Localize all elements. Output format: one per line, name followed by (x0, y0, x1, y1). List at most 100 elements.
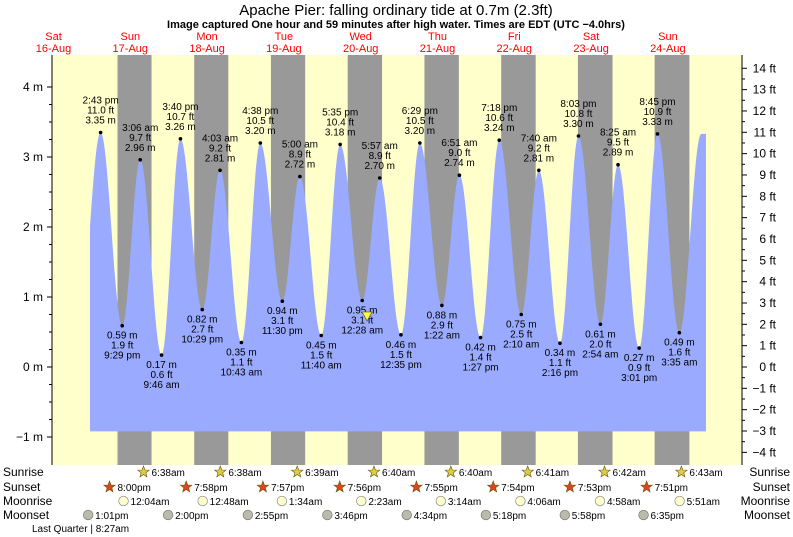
sunrise-icon (521, 465, 535, 478)
high-tide-feet: 10.5 ft (246, 116, 274, 127)
sunset-icon (640, 480, 654, 493)
low-tide-point (677, 330, 682, 335)
left-tick-label: 0 m (23, 360, 43, 374)
high-tide-feet: 11.0 ft (87, 106, 114, 117)
low-tide-meters: 0.17 m (146, 360, 177, 371)
high-tide-feet: 10.8 ft (565, 109, 593, 120)
right-tick-label: 12 ft (753, 104, 777, 118)
left-tick-label: 3 m (23, 150, 43, 164)
chart-subtitle: Image captured One hour and 59 minutes a… (167, 19, 625, 31)
moonrise-time: 2:23am (368, 497, 401, 508)
high-tide-point (655, 132, 660, 136)
low-tide-feet: 0.6 ft (150, 370, 172, 381)
date-labels: Sat16-AugSun17-AugMon18-AugTue19-AugWed2… (36, 31, 686, 55)
low-tide-point (637, 346, 641, 350)
moonrise-icon (118, 495, 129, 507)
sunrise-icon (213, 465, 227, 478)
high-tide-meters: 2.89 m (603, 148, 634, 159)
chart-title: Apache Pier: falling ordinary tide at 0.… (239, 2, 553, 19)
y-axes: 4 m 3 m 2 m 1 m 0 m −1 m 14 ft 13 ft 12 ft 11 ft 1… (16, 55, 777, 465)
low-tide-feet: 1.1 ft (230, 358, 252, 369)
sunset-icon (409, 480, 424, 493)
low-tide-point (319, 333, 324, 338)
low-tide-time: 9:46 am (143, 380, 179, 391)
moonset-time: 2:00pm (175, 511, 208, 522)
right-tick-label: 4 ft (759, 275, 776, 289)
day-of-week-label: Sun (658, 31, 678, 43)
sunset-icon (256, 480, 270, 493)
right-tick-label: −1 ft (752, 381, 776, 395)
right-tick-label: 11 ft (754, 125, 777, 139)
moonrise-time: 1:34am (289, 497, 322, 508)
high-tide-feet: 9.7 ft (129, 133, 151, 144)
high-tide-feet: 10.4 ft (326, 117, 354, 128)
low-tide-time: 2:54 am (582, 349, 618, 360)
low-tide-feet: 3.1 ft (271, 316, 293, 327)
low-tide-meters: 0.46 m (386, 340, 417, 351)
high-tide-meters: 2.81 m (205, 153, 236, 164)
high-tide-time: 2:43 pm (83, 96, 119, 107)
day-of-week-label: Sat (583, 31, 600, 43)
high-tide-time: 3:40 pm (162, 102, 198, 113)
low-tide-point (159, 353, 164, 357)
right-tick-label: −3 ft (752, 424, 776, 438)
tide-curve-area (90, 132, 706, 432)
day-of-week-label: Wed (349, 31, 371, 43)
high-tide-point (576, 134, 581, 138)
right-tick-label: −4 ft (752, 445, 776, 459)
high-tide-time: 5:35 pm (322, 107, 358, 118)
date-label: 18-Aug (189, 43, 224, 55)
high-tide-meters: 2.74 m (444, 158, 475, 169)
high-tide-time: 5:00 am (282, 140, 318, 151)
low-tide-meters: 0.82 m (187, 315, 218, 326)
moonrise-icon (515, 495, 526, 507)
moonrise-icon (276, 495, 288, 507)
high-tide-feet: 10.7 ft (167, 112, 195, 123)
high-tide-time: 6:51 am (441, 138, 477, 149)
low-tide-meters: 0.49 m (664, 338, 695, 349)
moon-phase-label: Last Quarter | 8:27am (32, 524, 129, 535)
low-tide-meters: 0.95 m (347, 306, 378, 317)
sunrise-icon (597, 465, 612, 478)
low-tide-feet: 2.9 ft (431, 320, 453, 331)
high-tide-point (418, 141, 422, 145)
sunrise-time: 6:38am (152, 468, 185, 479)
low-tide-point (360, 298, 365, 303)
high-tide-point (457, 173, 462, 177)
left-tick-label: 2 m (23, 220, 43, 234)
moonrise-time: 12:04am (131, 497, 170, 508)
moonset-icon (480, 509, 492, 521)
moonset-icon (162, 509, 174, 521)
high-tide-point (138, 158, 143, 162)
low-tide-time: 9:29 pm (104, 351, 140, 362)
high-tide-time: 7:40 am (521, 133, 557, 144)
low-tide-feet: 1.9 ft (111, 341, 133, 352)
low-tide-meters: 0.27 m (624, 353, 655, 364)
date-label: 20-Aug (343, 43, 378, 55)
sunset-time: 8:00pm (118, 483, 151, 494)
date-label: 17-Aug (113, 43, 148, 55)
high-tide-feet: 9.2 ft (209, 143, 231, 154)
moonset-time: 6:35pm (651, 511, 684, 522)
low-tide-meters: 0.34 m (545, 348, 576, 359)
low-tide-point (120, 323, 125, 328)
low-tide-feet: 1.4 ft (469, 353, 491, 364)
high-tide-time: 8:03 pm (560, 99, 596, 110)
low-tide-time: 11:40 am (301, 361, 342, 372)
moonset-icon (83, 509, 94, 521)
right-tick-label: 13 ft (753, 83, 777, 97)
low-tide-time: 3:35 am (661, 358, 697, 369)
sunrise-icon (674, 465, 688, 478)
moonset-icon (242, 509, 253, 521)
sunset-time: 7:56pm (348, 483, 381, 494)
sunrise-icon (290, 465, 304, 478)
low-tide-time: 2:16 pm (542, 368, 578, 379)
low-tide-time: 1:27 pm (462, 363, 498, 374)
low-tide-feet: 0.9 ft (628, 363, 650, 374)
day-of-week-label: Sun (121, 31, 141, 43)
row-label-left: Moonset (3, 508, 50, 522)
high-tide-feet: 10.6 ft (485, 113, 513, 124)
right-tick-label: 6 ft (759, 232, 776, 246)
moonset-time: 1:01pm (95, 511, 128, 522)
